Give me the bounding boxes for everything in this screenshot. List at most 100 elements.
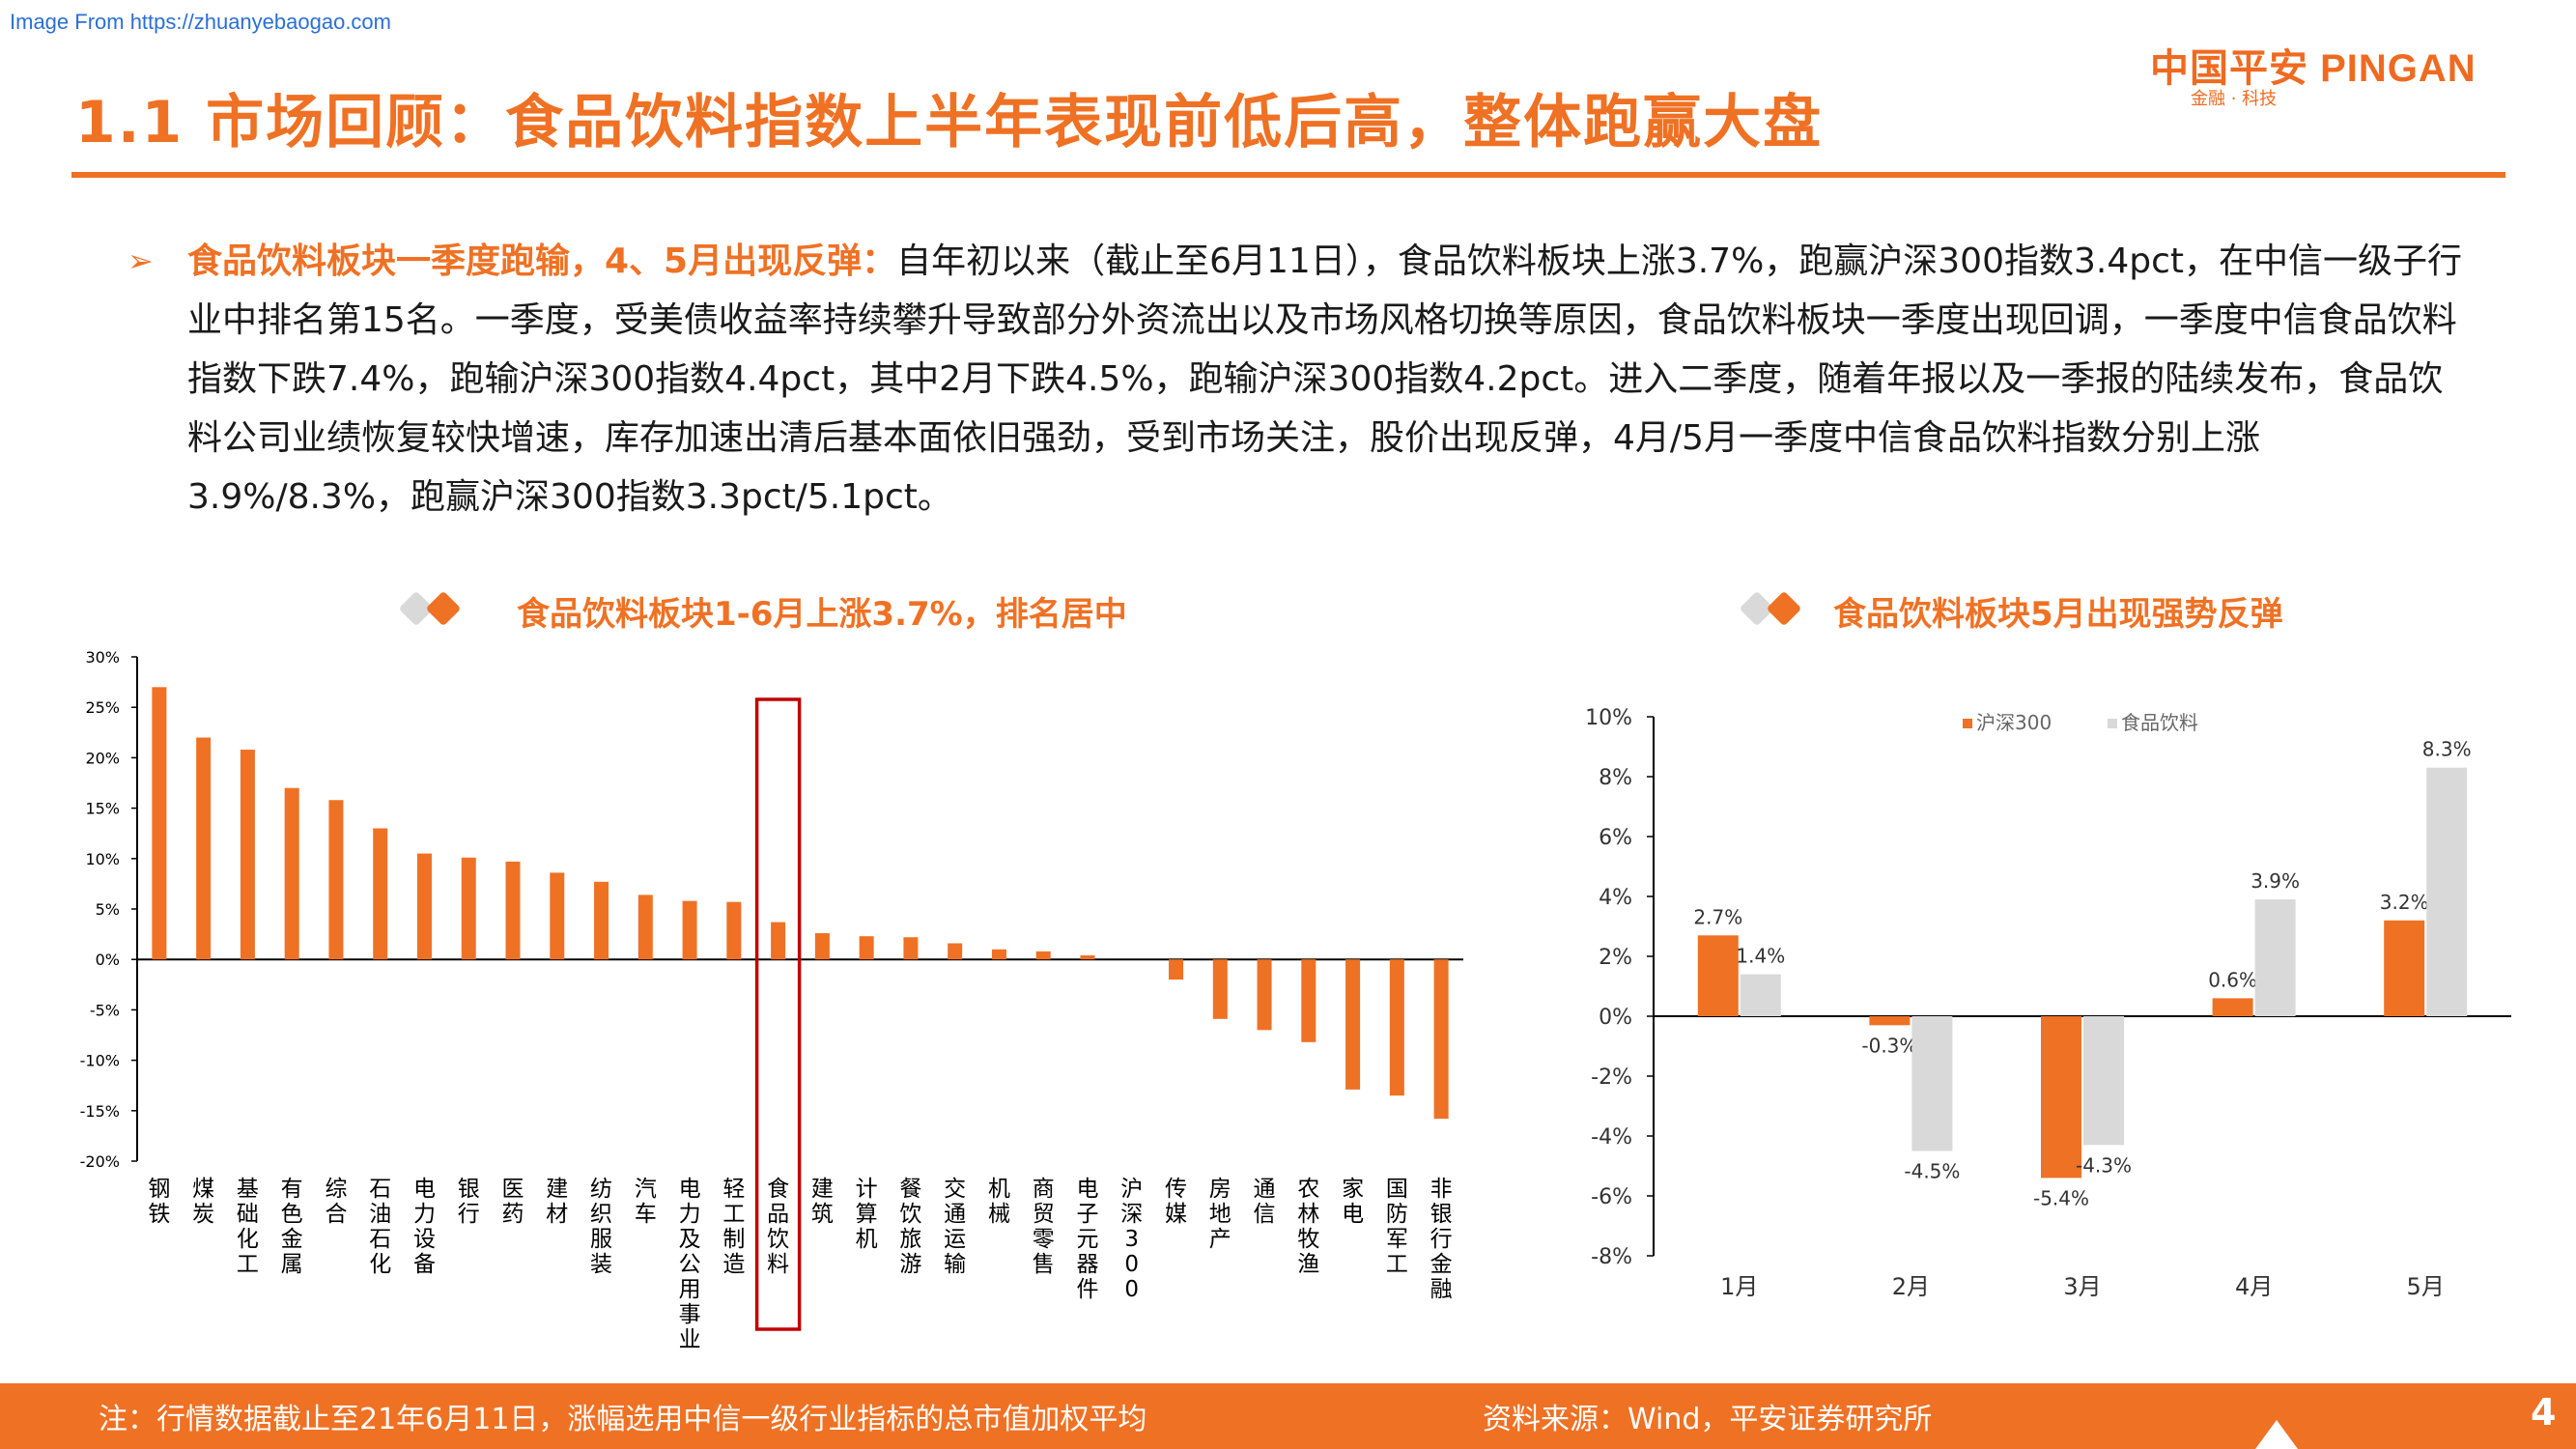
bar-电力及公用事业: [682, 900, 697, 960]
x-tick-label: 油: [369, 1202, 391, 1227]
x-tick-label: 行: [458, 1202, 480, 1227]
footer-source: 资料来源：Wind，平安证券研究所: [1483, 1403, 1933, 1436]
y-tick-label: -2%: [1591, 1065, 1632, 1090]
summary-body: 自年初以来（截止至6月11日），食品饮料板块上涨3.7%，跑赢沪深300指数3.…: [187, 242, 2463, 517]
x-tick-label: 织: [590, 1202, 612, 1227]
x-tick-label: 电: [413, 1177, 436, 1202]
y-tick-label: 8%: [1599, 766, 1632, 790]
chart2-title: 食品饮料板块5月出现强势反弹: [1833, 595, 2283, 634]
bar-石油石化: [373, 828, 388, 960]
arrow-bullet-icon: ➢: [127, 242, 154, 279]
x-tick-label: 钢: [148, 1177, 170, 1202]
x-tick-label: 造: [722, 1252, 745, 1277]
legend-swatch: [2108, 719, 2117, 728]
x-tick-label: 力: [413, 1202, 436, 1227]
x-tick-label: 零: [1033, 1227, 1055, 1252]
bar-电力设备: [416, 853, 432, 960]
x-tick-label: 服: [590, 1227, 612, 1252]
y-tick-label: -10%: [80, 1052, 120, 1070]
y-tick-label: -8%: [1591, 1245, 1632, 1269]
bar-餐饮旅游: [903, 937, 919, 960]
x-tick-label: 输: [944, 1252, 966, 1277]
x-tick-label: 基: [237, 1177, 259, 1202]
y-tick-label: -15%: [80, 1102, 120, 1121]
bar-沪深300-3月: [2041, 1016, 2081, 1179]
data-label: -0.3%: [1861, 1034, 1917, 1057]
x-tick-label: 综: [325, 1177, 347, 1202]
bar-沪深300-1月: [1697, 935, 1739, 1016]
page-number: 4: [2531, 1391, 2557, 1434]
x-tick-label: 工: [722, 1202, 745, 1227]
x-tick-label: 元: [1076, 1227, 1098, 1252]
bar-商贸零售: [1035, 951, 1051, 960]
legend-label: 食品饮料: [2121, 711, 2198, 734]
x-tick-label: 业: [679, 1327, 701, 1352]
bar-房地产: [1212, 959, 1228, 1019]
y-tick-label: 25%: [85, 698, 120, 717]
x-tick-label: 地: [1209, 1202, 1231, 1227]
data-label: 1.4%: [1736, 945, 1785, 968]
x-tick-label: 算: [856, 1202, 878, 1227]
bar-沪深300-2月: [1869, 1016, 1911, 1026]
bar-医药: [505, 861, 521, 960]
x-tick-label: 银: [458, 1177, 480, 1202]
x-tick-label: 电: [1342, 1202, 1364, 1227]
bar-食品饮料: [771, 922, 786, 960]
bar-沪深300-5月: [2384, 920, 2425, 1016]
x-tick-label: 1月: [1720, 1273, 1758, 1300]
x-tick-label: 车: [635, 1202, 657, 1227]
y-tick-label: 30%: [85, 648, 120, 667]
x-tick-label: 子: [1076, 1202, 1098, 1227]
x-tick-label: 煤: [192, 1177, 214, 1202]
x-tick-label: 机: [856, 1227, 878, 1252]
x-tick-label: 游: [899, 1252, 921, 1277]
diamond-icon: [1737, 589, 1804, 628]
x-tick-label: 运: [944, 1227, 966, 1252]
x-tick-label: 石: [369, 1227, 391, 1252]
x-tick-label: 备: [413, 1252, 436, 1277]
bar-交通运输: [948, 943, 963, 960]
legend-label: 沪深300: [1976, 711, 2052, 734]
x-tick-label: 工: [1386, 1252, 1408, 1277]
bar-农林牧渔: [1301, 959, 1316, 1042]
bar-汽车: [637, 895, 653, 960]
bar-综合: [328, 800, 344, 960]
x-tick-label: 础: [237, 1202, 259, 1227]
x-tick-label: 装: [590, 1252, 612, 1277]
summary-text: 食品饮料板块一季度跑输，4、5月出现反弹：自年初以来（截止至6月11日），食品饮…: [187, 232, 2467, 526]
summary-paragraph: ➢ 食品饮料板块一季度跑输，4、5月出现反弹：自年初以来（截止至6月11日），食…: [127, 232, 2467, 526]
x-tick-label: 银: [1430, 1202, 1453, 1227]
x-tick-label: 3: [1124, 1227, 1139, 1252]
bar-轻工制造: [726, 901, 742, 960]
x-tick-label: 深: [1120, 1202, 1143, 1227]
x-tick-label: 机: [988, 1177, 1010, 1202]
x-tick-label: 房: [1209, 1177, 1231, 1202]
x-tick-label: 药: [502, 1202, 524, 1227]
y-tick-label: -5%: [90, 1001, 120, 1019]
x-tick-label: 器: [1076, 1252, 1098, 1277]
x-tick-label: 工: [237, 1252, 259, 1277]
footer-note: 注：行情数据截止至21年6月11日，涨幅选用中信一级行业指标的总市值加权平均: [99, 1403, 1147, 1436]
x-tick-label: 化: [369, 1252, 391, 1277]
x-tick-label: 农: [1297, 1177, 1319, 1202]
x-tick-label: 有: [281, 1177, 303, 1202]
y-tick-label: -4%: [1591, 1125, 1632, 1150]
bar-食品饮料-1月: [1740, 974, 1781, 1016]
x-tick-label: 渔: [1297, 1252, 1319, 1277]
data-label: 8.3%: [2422, 738, 2472, 761]
bar-家电: [1345, 959, 1361, 1090]
x-tick-label: 石: [369, 1177, 391, 1202]
y-tick-label: 2%: [1599, 946, 1632, 970]
page-title: 1.1 市场回顾：食品饮料指数上半年表现前低后高，整体跑赢大盘: [75, 89, 1824, 156]
data-label: -5.4%: [2033, 1186, 2089, 1209]
x-tick-label: 林: [1297, 1202, 1319, 1227]
x-tick-label: 家: [1342, 1177, 1364, 1202]
data-label: 2.7%: [1693, 905, 1742, 928]
data-label: -4.5%: [1904, 1160, 1960, 1183]
x-tick-label: 件: [1076, 1277, 1098, 1302]
bar-通信: [1257, 959, 1272, 1031]
pingan-logo: 中国平安 PINGAN 金融 · 科技: [2150, 37, 2546, 114]
bar-食品饮料-3月: [2083, 1016, 2124, 1146]
bar-沪深300-4月: [2212, 998, 2253, 1016]
x-tick-label: 筑: [811, 1202, 834, 1227]
